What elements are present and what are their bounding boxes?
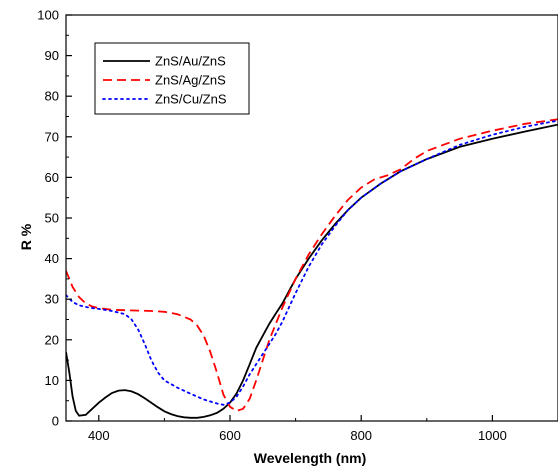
x-axis-title: Wevelength (nm) bbox=[254, 450, 367, 466]
y-tick-label: 40 bbox=[45, 251, 59, 266]
y-axis-title: R % bbox=[18, 223, 34, 250]
axes-layer: 0 10 20 30 40 50 60 70 80 90 100 400 600 800 1000 bbox=[37, 8, 558, 443]
y-tick-label: 90 bbox=[45, 48, 59, 63]
y-tick-label: 10 bbox=[45, 373, 59, 388]
series-line-1 bbox=[66, 123, 558, 419]
legend-box bbox=[94, 42, 250, 115]
y-tick-label: 60 bbox=[45, 170, 59, 185]
y-tick-label: 30 bbox=[45, 292, 59, 307]
legend-label-2: ZnS/Ag/ZnS bbox=[155, 73, 226, 88]
legend-label-3: ZnS/Cu/ZnS bbox=[155, 92, 227, 107]
y-tick-label: 0 bbox=[52, 414, 59, 429]
x-tick-label: 1000 bbox=[478, 428, 507, 443]
series-line-2 bbox=[66, 118, 558, 412]
y-tick-label: 20 bbox=[45, 332, 59, 347]
series-layer bbox=[66, 118, 558, 419]
x-tick-label: 400 bbox=[88, 428, 110, 443]
y-tick-label: 80 bbox=[45, 89, 59, 104]
legend-label-1: ZnS/Au/ZnS bbox=[155, 54, 226, 69]
legend: ZnS/Au/ZnS ZnS/Ag/ZnS ZnS/Cu/ZnS bbox=[94, 42, 250, 115]
y-tick-label: 100 bbox=[37, 8, 59, 23]
y-tick-label: 70 bbox=[45, 129, 59, 144]
x-tick-label: 600 bbox=[219, 428, 241, 443]
x-tick-label: 800 bbox=[350, 428, 372, 443]
y-tick-label: 50 bbox=[45, 211, 59, 226]
series-line-3 bbox=[66, 119, 558, 406]
